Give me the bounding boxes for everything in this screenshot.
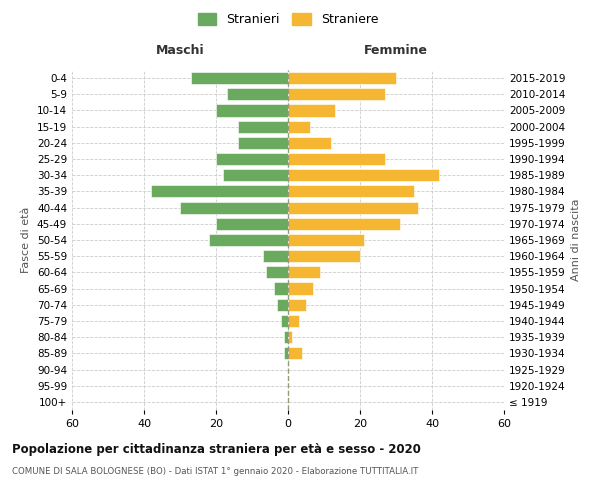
Bar <box>288 169 439 181</box>
Bar <box>263 250 288 262</box>
Bar <box>288 250 360 262</box>
Bar <box>288 331 292 343</box>
Bar <box>288 104 335 117</box>
Bar <box>216 153 288 165</box>
Y-axis label: Anni di nascita: Anni di nascita <box>571 198 581 281</box>
Bar <box>288 282 313 294</box>
Bar <box>238 137 288 149</box>
Bar <box>288 218 400 230</box>
Bar <box>288 298 306 311</box>
Legend: Stranieri, Straniere: Stranieri, Straniere <box>193 8 383 31</box>
Bar <box>274 282 288 294</box>
Text: Maschi: Maschi <box>155 44 205 57</box>
Bar <box>288 153 385 165</box>
Bar <box>288 348 302 360</box>
Y-axis label: Fasce di età: Fasce di età <box>22 207 31 273</box>
Bar <box>288 266 320 278</box>
Bar <box>227 88 288 101</box>
Bar <box>288 88 385 101</box>
Bar <box>191 72 288 84</box>
Bar <box>277 298 288 311</box>
Bar <box>288 234 364 246</box>
Bar <box>288 72 396 84</box>
Bar <box>223 169 288 181</box>
Bar <box>288 315 299 327</box>
Text: Femmine: Femmine <box>364 44 428 57</box>
Text: COMUNE DI SALA BOLOGNESE (BO) - Dati ISTAT 1° gennaio 2020 - Elaborazione TUTTIT: COMUNE DI SALA BOLOGNESE (BO) - Dati IST… <box>12 468 418 476</box>
Bar <box>284 331 288 343</box>
Text: Popolazione per cittadinanza straniera per età e sesso - 2020: Popolazione per cittadinanza straniera p… <box>12 442 421 456</box>
Bar <box>238 120 288 132</box>
Bar <box>281 315 288 327</box>
Bar <box>209 234 288 246</box>
Bar <box>288 120 310 132</box>
Bar <box>151 186 288 198</box>
Bar <box>284 348 288 360</box>
Bar <box>216 104 288 117</box>
Bar <box>216 218 288 230</box>
Bar <box>266 266 288 278</box>
Bar <box>288 186 414 198</box>
Bar <box>288 137 331 149</box>
Bar <box>180 202 288 213</box>
Bar <box>288 202 418 213</box>
